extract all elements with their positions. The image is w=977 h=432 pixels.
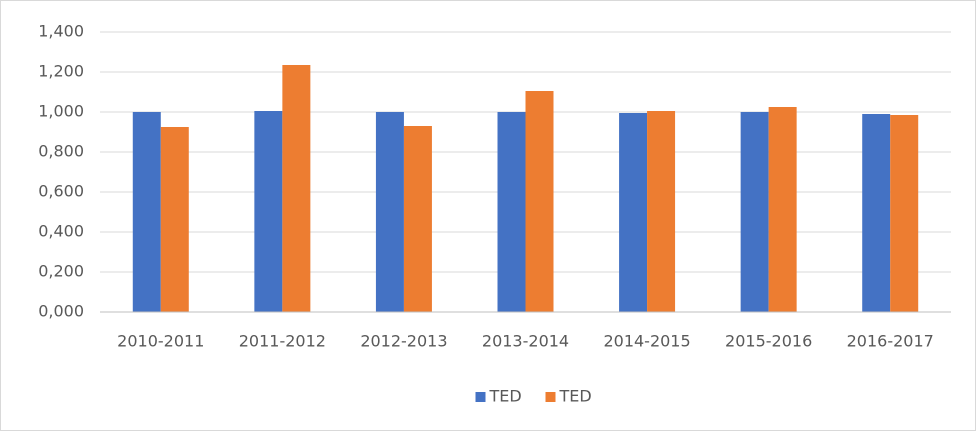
y-tick-label: 0,400 [38,222,84,241]
legend-swatch [475,392,486,402]
x-tick-label: 2012-2013 [360,332,447,351]
bar [375,112,404,312]
y-tick-label: 0,600 [38,182,84,201]
bar [254,111,283,312]
bar [740,112,769,312]
x-tick-label: 2013-2014 [482,332,569,351]
legend-label: TED [489,387,522,406]
bar [160,127,189,312]
x-tick-label: 2011-2012 [239,332,326,351]
bar [768,107,797,312]
y-tick-label: 1,000 [38,102,84,121]
x-tick-label: 2014-2015 [603,332,690,351]
bar [619,113,648,312]
bar [497,112,526,312]
legend-label: TED [559,387,592,406]
x-tick-label: 2015-2016 [725,332,812,351]
y-tick-label: 1,200 [38,62,84,81]
bar [403,126,432,312]
bar [862,114,891,312]
bar [282,65,311,312]
x-tick-label: 2010-2011 [117,332,204,351]
y-tick-label: 1,400 [38,22,84,41]
legend-swatch [545,392,556,402]
bar [890,115,919,312]
bar [132,112,161,312]
x-tick-label: 2016-2017 [847,332,934,351]
bar [525,91,554,312]
y-tick-label: 0,200 [38,262,84,281]
y-tick-label: 0,800 [38,142,84,161]
bar [647,111,676,312]
y-tick-label: 0,000 [38,302,84,321]
